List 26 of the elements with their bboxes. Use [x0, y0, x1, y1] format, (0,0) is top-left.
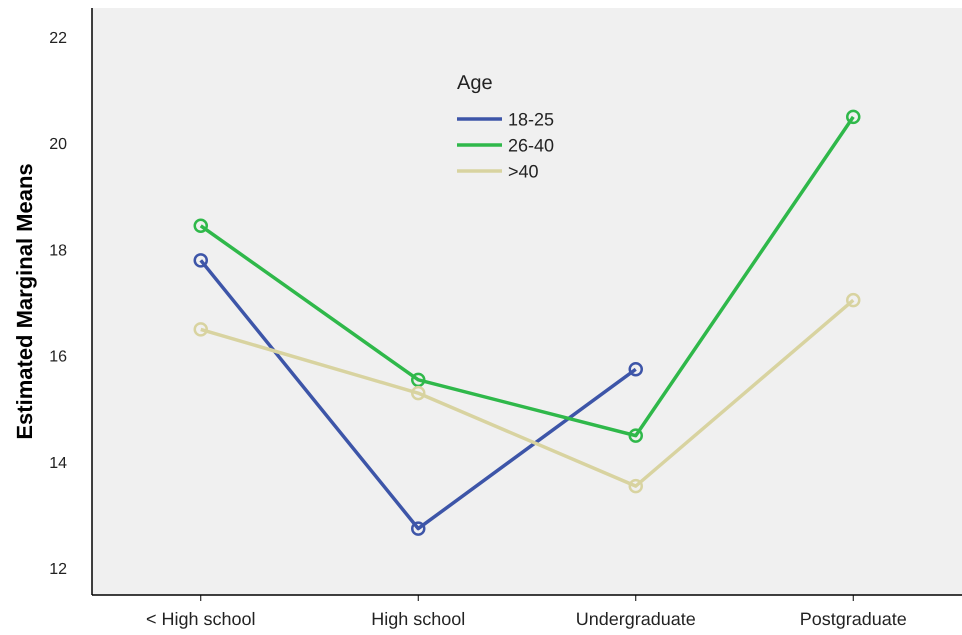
y-tick-label: 16 — [49, 348, 68, 366]
x-tick-label: Undergraduate — [576, 609, 696, 629]
point — [194, 218, 208, 234]
y-axis-title: Estimated Marginal Means — [12, 163, 37, 440]
point — [628, 428, 643, 443]
legend-label: 26-40 — [508, 135, 554, 156]
x-tick-label: High school — [371, 609, 466, 629]
x-tick-label: Postgraduate — [800, 609, 907, 629]
y-tick-label: 20 — [49, 136, 68, 154]
y-tick-label: 18 — [49, 242, 68, 260]
y-tick-label: 22 — [49, 30, 68, 47]
point — [194, 322, 208, 337]
point — [411, 386, 426, 400]
legend-label: 18-25 — [508, 109, 554, 130]
legend-title: Age — [457, 72, 493, 94]
point — [194, 253, 208, 268]
y-tick-label: 14 — [49, 454, 68, 472]
point — [846, 110, 860, 124]
point — [411, 521, 426, 536]
point — [411, 372, 426, 388]
y-tick-label: 12 — [49, 561, 68, 578]
legend-label: >40 — [508, 161, 539, 182]
point — [846, 292, 860, 308]
x-tick-label: < High school — [146, 609, 256, 629]
point — [628, 362, 643, 376]
point — [628, 478, 643, 494]
